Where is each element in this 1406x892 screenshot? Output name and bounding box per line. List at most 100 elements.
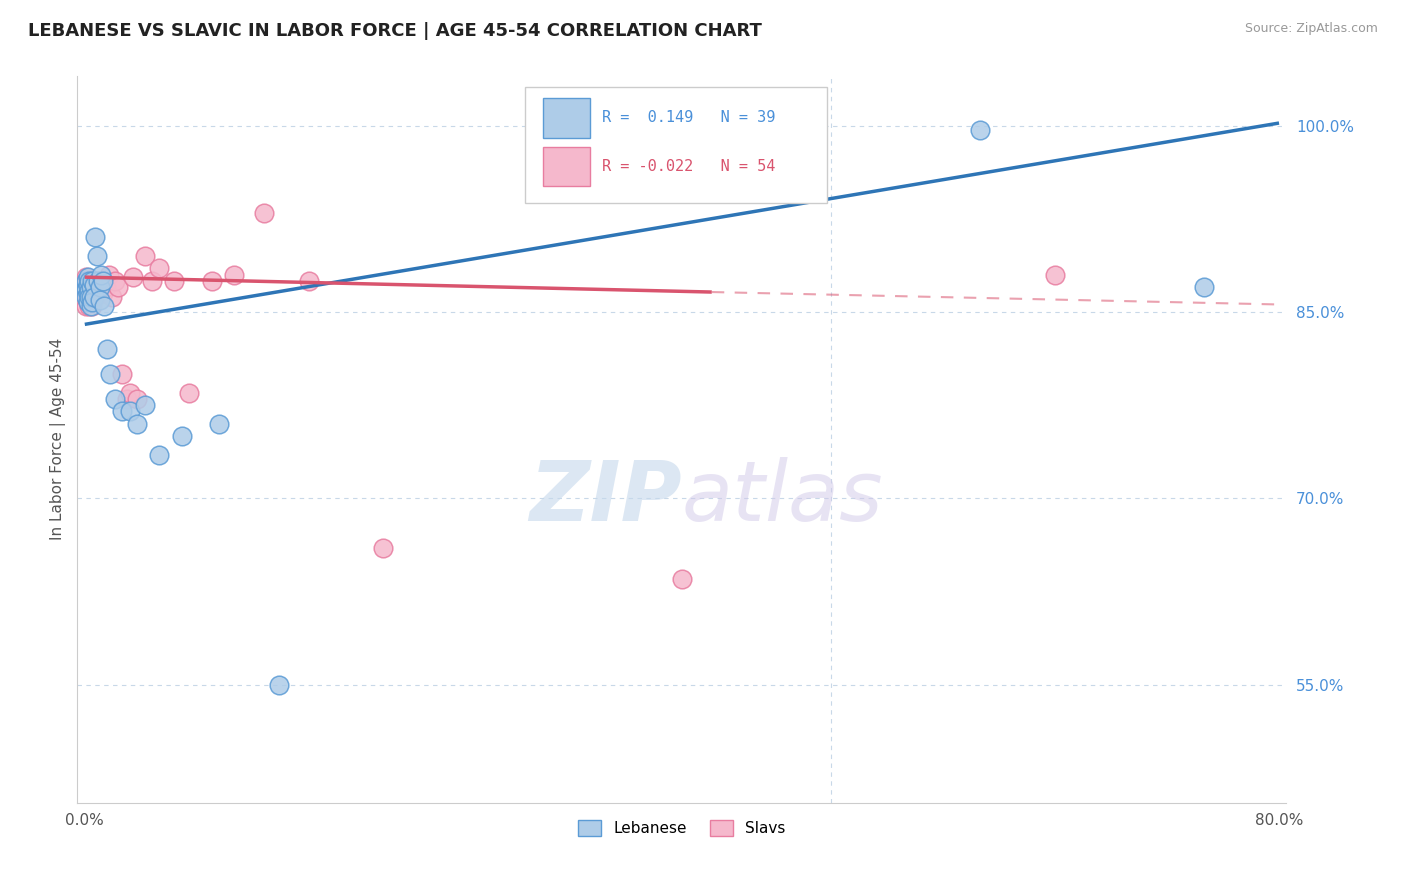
Point: [87, 286, 110, 301]
Point: [104, 392, 127, 406]
Point: [75, 274, 97, 288]
Point: [141, 274, 163, 288]
Point: [75, 290, 97, 304]
Point: [148, 448, 170, 462]
Point: [90, 274, 112, 288]
Point: [76, 295, 98, 310]
Point: [77, 299, 100, 313]
Point: [82, 274, 104, 288]
Point: [93, 299, 115, 313]
Point: [170, 429, 193, 443]
Point: [82, 299, 104, 313]
Y-axis label: In Labor Force | Age 45-54: In Labor Force | Age 45-54: [51, 338, 66, 541]
Point: [75, 280, 97, 294]
Point: [97, 268, 120, 282]
Point: [77, 274, 100, 288]
FancyBboxPatch shape: [524, 87, 827, 203]
Point: [91, 286, 114, 301]
Point: [76, 277, 98, 292]
Point: [125, 417, 148, 431]
Point: [76, 274, 98, 288]
Point: [118, 404, 141, 418]
Point: [87, 274, 110, 288]
Point: [77, 290, 100, 304]
Point: [75, 283, 97, 297]
Point: [298, 274, 321, 288]
Point: [253, 205, 276, 219]
Point: [115, 392, 138, 406]
Point: [82, 295, 104, 310]
Point: [90, 268, 112, 282]
Point: [111, 404, 134, 418]
Text: atlas: atlas: [682, 457, 883, 538]
Point: [77, 274, 100, 288]
Point: [80, 283, 103, 297]
Point: [75, 274, 97, 288]
Point: [100, 290, 122, 304]
Point: [125, 392, 148, 406]
Point: [83, 286, 105, 301]
Point: [80, 277, 103, 292]
Point: [86, 249, 108, 263]
FancyBboxPatch shape: [543, 98, 591, 137]
Point: [75, 286, 97, 301]
Point: [373, 541, 395, 555]
Point: [75, 270, 97, 285]
Point: [96, 342, 118, 356]
Point: [201, 274, 224, 288]
Point: [77, 290, 100, 304]
Point: [75, 280, 97, 294]
Point: [208, 417, 231, 431]
Point: [80, 290, 103, 304]
Point: [94, 280, 117, 294]
Point: [86, 274, 108, 288]
FancyBboxPatch shape: [543, 147, 591, 186]
Point: [91, 274, 114, 288]
Point: [83, 290, 105, 304]
Point: [83, 277, 105, 292]
Point: [111, 367, 134, 381]
Point: [1194, 280, 1216, 294]
Point: [75, 299, 97, 313]
Point: [134, 249, 156, 263]
Point: [77, 283, 100, 297]
Point: [80, 295, 103, 310]
Point: [121, 270, 143, 285]
Text: LEBANESE VS SLAVIC IN LABOR FORCE | AGE 45-54 CORRELATION CHART: LEBANESE VS SLAVIC IN LABOR FORCE | AGE …: [28, 22, 762, 40]
Point: [107, 280, 129, 294]
Point: [84, 280, 107, 294]
Point: [77, 280, 100, 294]
Point: [179, 385, 201, 400]
Point: [163, 274, 186, 288]
Point: [82, 290, 104, 304]
Point: [148, 261, 170, 276]
Point: [222, 268, 245, 282]
Point: [80, 280, 103, 294]
Text: R =  0.149   N = 39: R = 0.149 N = 39: [602, 111, 776, 126]
Point: [98, 367, 121, 381]
Point: [104, 274, 127, 288]
Point: [77, 286, 100, 301]
Point: [76, 295, 98, 310]
Point: [118, 385, 141, 400]
Point: [134, 398, 156, 412]
Point: [89, 280, 111, 294]
Text: R = -0.022   N = 54: R = -0.022 N = 54: [602, 159, 776, 174]
Point: [76, 270, 98, 285]
Text: ZIP: ZIP: [529, 457, 682, 538]
Text: Source: ZipAtlas.com: Source: ZipAtlas.com: [1244, 22, 1378, 36]
Point: [76, 286, 98, 301]
Point: [671, 572, 693, 586]
Point: [89, 280, 111, 294]
Point: [75, 283, 97, 297]
Legend: Lebanese, Slavs: Lebanese, Slavs: [572, 814, 792, 842]
Point: [267, 678, 290, 692]
Point: [76, 280, 98, 294]
Point: [969, 123, 991, 137]
Point: [80, 274, 103, 288]
Point: [84, 230, 107, 244]
Point: [83, 274, 105, 288]
Point: [89, 293, 111, 307]
Point: [75, 290, 97, 304]
Point: [82, 274, 104, 288]
